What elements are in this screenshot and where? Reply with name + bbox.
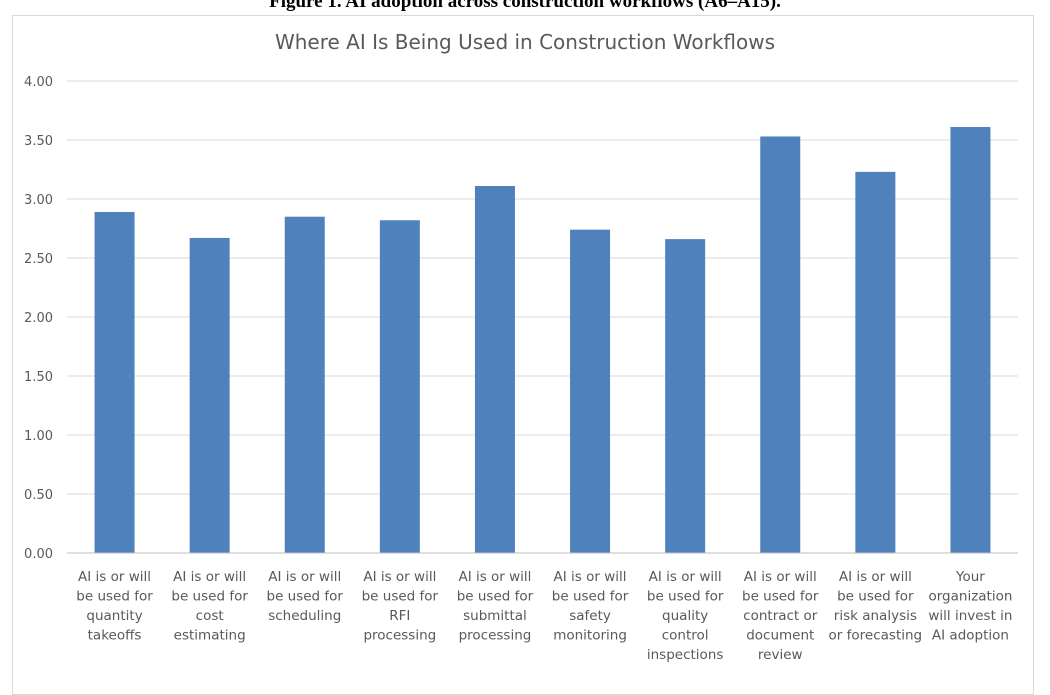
x-category-label-line: AI is or will [458,569,531,585]
bar [189,237,230,553]
bar [474,186,515,553]
x-axis-labels: AI is or will be used for quantity takeoffs… [76,569,1012,663]
x-category-label-line: quantity [86,608,142,624]
x-category-label-line: be used for [742,589,819,605]
bar [950,127,991,554]
bar-chart: 0.00 0.50 1.00 1.50 2.00 2.50 3.00 3.50 4.00 AI … [24,75,1018,663]
x-category-label-line: AI is or will [78,569,151,585]
bar [760,136,801,553]
x-category-label-line: cost [196,608,224,624]
y-tick-label: 1.50 [24,370,53,385]
x-category-label: AI is or will be used for contract or docum… [742,569,819,663]
x-category-label-line: RFI [389,608,410,624]
x-category-label-line: estimating [174,628,246,644]
x-category-label-line: AI adoption [932,628,1009,644]
x-category-label: AI is or will be used for quality control in… [647,569,724,663]
x-category-label-line: be used for [267,589,344,605]
y-tick-label: 3.00 [24,193,53,208]
figure-caption: Figure 1. AI adoption across constructio… [269,0,781,12]
y-tick-label: 4.00 [24,75,53,90]
x-category-label-line: AI is or will [744,569,817,585]
bar [665,239,706,553]
bar [570,229,611,553]
y-tick-label: 2.50 [24,252,53,267]
x-category-label-line: AI is or will [839,569,912,585]
x-category-label-line: risk analysis [834,608,917,624]
x-category-label-line: processing [459,628,532,644]
x-category-label-line: quality [662,608,708,624]
x-category-label-line: takeoffs [88,628,142,644]
bar [284,216,325,553]
x-category-label-line: be used for [457,589,534,605]
x-category-label: Your organization will invest in AI adoptio… [928,569,1012,644]
x-category-label-line: monitoring [553,628,627,644]
x-category-label-line: control [662,628,709,644]
x-category-label: AI is or will be used for quantity takeoffs [76,569,153,644]
x-category-label: AI is or will be used for cost estimating [171,569,248,644]
y-tick-label: 0.50 [24,488,53,503]
bar [94,211,135,554]
y-tick-label: 3.50 [24,134,53,149]
y-tick-label: 1.00 [24,429,53,444]
x-category-label-line: be used for [171,589,248,605]
x-category-label-line: be used for [76,589,153,605]
x-category-label-line: contract or [743,608,818,624]
x-category-label-line: review [758,647,803,663]
x-category-label-line: AI is or will [363,569,436,585]
x-category-label-line: scheduling [268,608,341,624]
x-category-label-line: be used for [837,589,914,605]
x-category-label: AI is or will be used for RFI processing [362,569,439,644]
bars [94,127,991,554]
x-category-label-line: Your [955,569,985,585]
x-category-label-line: AI is or will [649,569,722,585]
x-category-label-line: safety [569,608,611,624]
x-category-label-line: be used for [362,589,439,605]
x-category-label-line: inspections [647,647,724,663]
x-category-label: AI is or will be used for risk analysis or … [829,569,923,644]
y-tick-label: 2.00 [24,311,53,326]
chart-title: Where AI Is Being Used in Construction W… [274,30,776,54]
x-category-label-line: AI is or will [554,569,627,585]
y-axis-ticks: 0.00 0.50 1.00 1.50 2.00 2.50 3.00 3.50 4.00 [24,75,53,562]
x-category-label-line: AI is or will [268,569,341,585]
x-category-label-line: or forecasting [829,628,923,644]
x-category-label: AI is or will be used for submittal process… [457,569,534,644]
x-category-label-line: AI is or will [173,569,246,585]
x-category-label-line: submittal [463,608,527,624]
x-category-label-line: document [746,628,814,644]
x-category-label-line: organization [928,589,1012,605]
x-category-label-line: be used for [647,589,724,605]
x-category-label-line: processing [363,628,436,644]
bar [855,171,896,554]
x-category-label: AI is or will be used for scheduling [267,569,344,624]
bar [379,220,420,554]
x-category-label-line: be used for [552,589,629,605]
x-category-label-line: will invest in [928,608,1012,624]
x-category-label: AI is or will be used for safety monitoring [552,569,629,644]
y-tick-label: 0.00 [24,547,53,562]
